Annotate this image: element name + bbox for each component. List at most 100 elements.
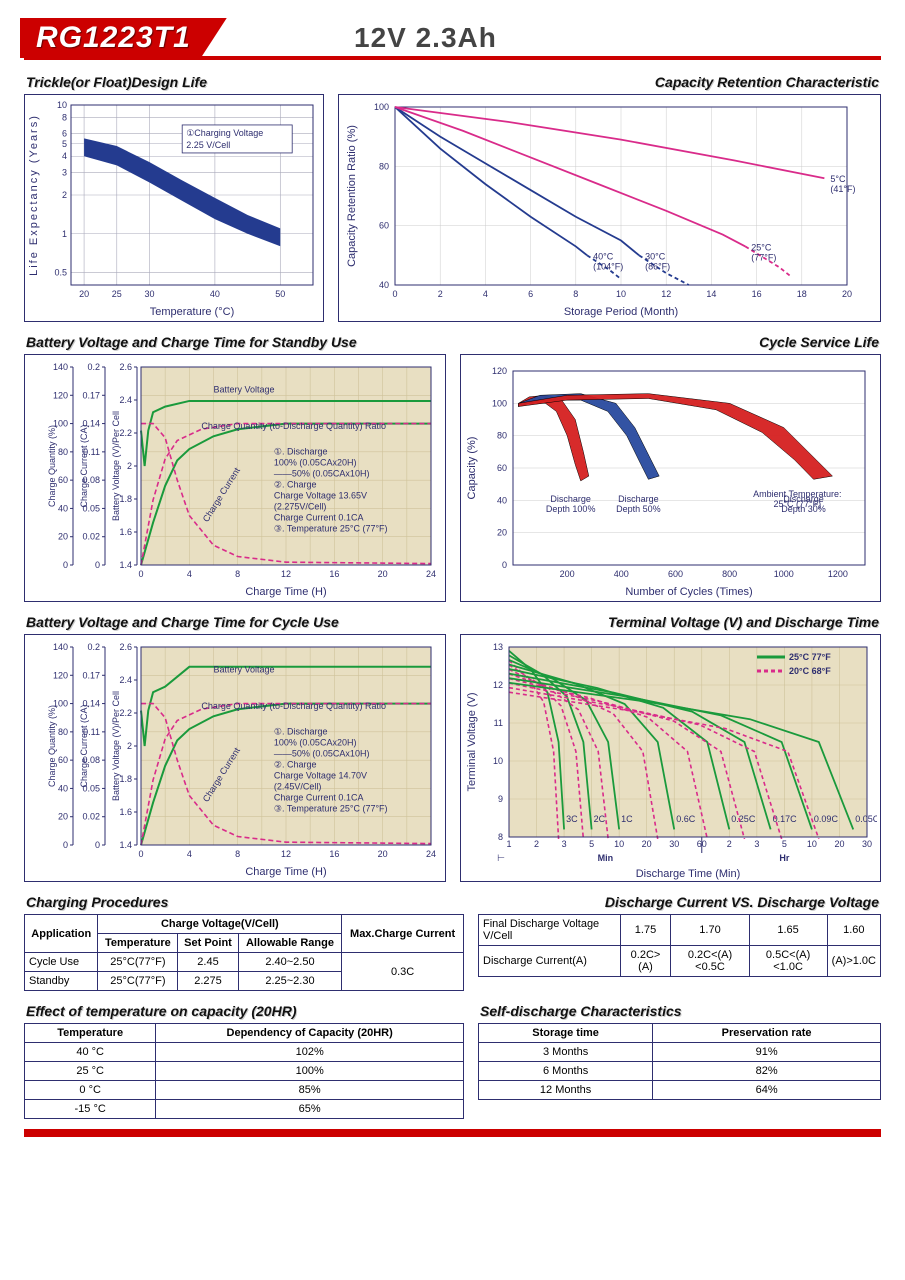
svg-text:0.17: 0.17 (82, 390, 100, 400)
svg-text:11: 11 (493, 718, 502, 728)
svg-text:13: 13 (492, 642, 502, 652)
svg-text:Charge Current (CA): Charge Current (CA) (79, 704, 89, 787)
svg-text:2.25 V/Cell: 2.25 V/Cell (186, 140, 230, 150)
footer-bar (24, 1129, 881, 1137)
svg-text:8: 8 (573, 289, 578, 299)
svg-text:80: 80 (58, 447, 68, 457)
svg-text:4: 4 (187, 849, 192, 859)
svg-text:Charge Voltage 13.65V: Charge Voltage 13.65V (274, 491, 367, 501)
svg-text:10: 10 (616, 289, 626, 299)
svg-text:80: 80 (58, 727, 68, 737)
temp-table: TemperatureDependency of Capacity (20HR)… (24, 1023, 464, 1119)
svg-text:3: 3 (754, 839, 759, 849)
svg-text:3: 3 (561, 839, 566, 849)
standby-chart: 020406080100120140Charge Quantity (%)00.… (24, 354, 446, 602)
trickle-chart: 0.51234568102025304050①Charging Voltage2… (24, 94, 324, 322)
svg-text:8: 8 (497, 832, 502, 842)
svg-text:12: 12 (281, 849, 291, 859)
svg-text:1.8: 1.8 (119, 774, 132, 784)
svg-text:Storage Period (Month): Storage Period (Month) (564, 306, 678, 318)
svg-text:②. Charge: ②. Charge (274, 760, 317, 770)
svg-text:0: 0 (63, 560, 68, 570)
svg-text:30: 30 (669, 839, 679, 849)
svg-text:4: 4 (62, 151, 67, 161)
svg-text:0.09C: 0.09C (813, 814, 838, 824)
svg-text:20: 20 (79, 289, 89, 299)
svg-text:Discharge Time (Min): Discharge Time (Min) (635, 868, 740, 880)
svg-text:40: 40 (210, 289, 220, 299)
svg-text:(2.45V/Cell): (2.45V/Cell) (274, 782, 322, 792)
svg-text:30: 30 (144, 289, 154, 299)
charging-table: ApplicationCharge Voltage(V/Cell)Max.Cha… (24, 914, 464, 991)
svg-text:60: 60 (58, 475, 68, 485)
svg-text:1200: 1200 (827, 569, 847, 579)
svg-text:(2.275V/Cell): (2.275V/Cell) (274, 502, 327, 512)
svg-text:6: 6 (528, 289, 533, 299)
svg-text:5: 5 (589, 839, 594, 849)
cycleuse-chart: 020406080100120140Charge Quantity (%)00.… (24, 634, 446, 882)
svg-text:100: 100 (491, 398, 506, 408)
svg-text:⊢: ⊢ (497, 853, 505, 863)
svg-text:10: 10 (492, 756, 502, 766)
header: RG1223T1 12V 2.3Ah (24, 18, 881, 62)
svg-text:10: 10 (614, 839, 624, 849)
svg-text:Temperature (°C): Temperature (°C) (150, 306, 234, 318)
svg-text:140: 140 (53, 362, 68, 372)
svg-text:②. Charge: ②. Charge (274, 480, 317, 490)
svg-text:(104°F): (104°F) (593, 261, 623, 271)
svg-text:Depth 100%: Depth 100% (545, 504, 595, 514)
svg-text:20: 20 (378, 569, 388, 579)
svg-text:60: 60 (58, 755, 68, 765)
svg-text:2: 2 (127, 461, 132, 471)
svg-text:5°C: 5°C (830, 174, 846, 184)
svg-text:Charge Time (H): Charge Time (H) (245, 866, 326, 878)
vs-table: Final Discharge Voltage V/Cell1.751.701.… (478, 914, 881, 977)
discharge-chart: 12351020306023510203089101112133C2C1C0.6… (460, 634, 882, 882)
svg-text:Charge Quantity (to-Discharge: Charge Quantity (to-Discharge Quantity) … (201, 701, 386, 711)
svg-text:4: 4 (187, 569, 192, 579)
svg-text:18: 18 (797, 289, 807, 299)
svg-text:Battery Voltage: Battery Voltage (214, 384, 275, 394)
svg-text:20: 20 (378, 849, 388, 859)
svg-text:Min: Min (597, 853, 613, 863)
svg-text:2.2: 2.2 (119, 708, 132, 718)
svg-text:8: 8 (235, 849, 240, 859)
model-slab: RG1223T1 (20, 18, 227, 58)
svg-text:3C: 3C (566, 814, 578, 824)
chart1-title: Trickle(or Float)Design Life (26, 74, 324, 90)
svg-text:200: 200 (559, 569, 574, 579)
svg-text:120: 120 (491, 366, 506, 376)
svg-text:①Charging Voltage: ①Charging Voltage (186, 128, 263, 138)
svg-text:Battery Voltage (V)/Per Cell: Battery Voltage (V)/Per Cell (111, 691, 121, 801)
svg-text:0.02: 0.02 (82, 812, 100, 822)
svg-text:12: 12 (492, 680, 502, 690)
svg-text:1.6: 1.6 (119, 527, 132, 537)
svg-text:1.8: 1.8 (119, 494, 132, 504)
svg-text:2: 2 (534, 839, 539, 849)
svg-text:Charge Current 0.1CA: Charge Current 0.1CA (274, 513, 364, 523)
svg-text:2: 2 (726, 839, 731, 849)
svg-text:20°C 68°F: 20°C 68°F (789, 666, 831, 676)
svg-text:Ambient Temperature:: Ambient Temperature: (753, 489, 841, 499)
tbl4-title: Self-discharge Characteristics (480, 1003, 881, 1019)
svg-text:10: 10 (57, 100, 67, 110)
svg-text:100% (0.05CAx20H): 100% (0.05CAx20H) (274, 738, 357, 748)
svg-text:③. Temperature 25°C (77°F): ③. Temperature 25°C (77°F) (274, 804, 388, 814)
svg-text:Charge Current (CA): Charge Current (CA) (79, 424, 89, 507)
svg-text:2.4: 2.4 (119, 675, 132, 685)
svg-text:Charge Quantity (%): Charge Quantity (%) (47, 425, 57, 507)
svg-text:100: 100 (374, 102, 389, 112)
svg-text:5: 5 (781, 839, 786, 849)
svg-text:③. Temperature 25°C (77°F): ③. Temperature 25°C (77°F) (274, 524, 388, 534)
svg-text:2: 2 (438, 289, 443, 299)
svg-text:8: 8 (235, 569, 240, 579)
svg-text:14: 14 (706, 289, 716, 299)
tbl3-title: Effect of temperature on capacity (20HR) (26, 1003, 464, 1019)
svg-text:Depth 50%: Depth 50% (616, 504, 661, 514)
svg-text:1: 1 (62, 229, 67, 239)
svg-text:0.02: 0.02 (82, 532, 100, 542)
svg-text:60: 60 (379, 221, 389, 231)
tbl1-title: Charging Procedures (26, 894, 464, 910)
chart2-title: Capacity Retention Characteristic (338, 74, 879, 90)
svg-text:0: 0 (95, 840, 100, 850)
